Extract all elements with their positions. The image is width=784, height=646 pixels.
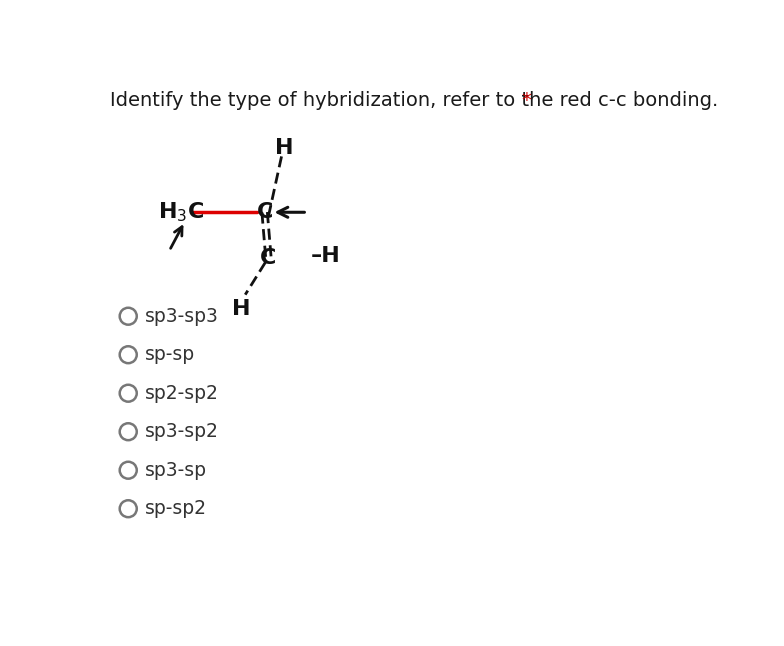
Text: sp-sp: sp-sp <box>144 345 194 364</box>
Text: H: H <box>232 299 251 319</box>
Text: H$_3$C: H$_3$C <box>158 200 205 224</box>
Text: –H: –H <box>311 246 341 266</box>
Text: sp3-sp3: sp3-sp3 <box>144 307 219 326</box>
Text: Identify the type of hybridization, refer to the red c-c bonding.: Identify the type of hybridization, refe… <box>111 91 725 110</box>
Text: sp3-sp2: sp3-sp2 <box>144 422 219 441</box>
Text: *: * <box>521 91 531 110</box>
Text: C: C <box>260 249 277 269</box>
Text: H: H <box>274 138 293 158</box>
Text: C: C <box>256 202 273 222</box>
Text: sp2-sp2: sp2-sp2 <box>144 384 219 402</box>
Text: sp-sp2: sp-sp2 <box>144 499 206 518</box>
Text: sp3-sp: sp3-sp <box>144 461 206 480</box>
